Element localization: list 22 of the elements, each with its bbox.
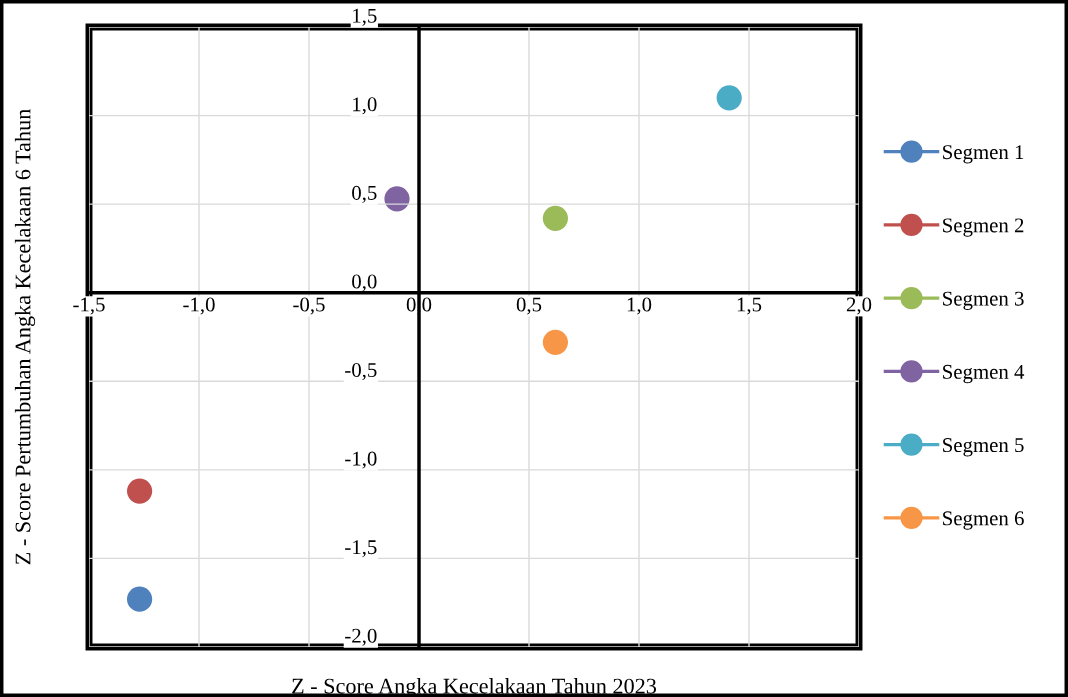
y-tick-label: -1,5 — [345, 540, 377, 558]
legend-label: Segmen 1 — [943, 145, 1024, 164]
legend-label: Segmen 3 — [943, 291, 1024, 310]
x-tick-label: 1,0 — [627, 297, 652, 315]
y-tick-label: -0,5 — [345, 362, 377, 381]
x-tick-label: 1,5 — [737, 297, 762, 315]
x-tick-label: -1,5 — [73, 297, 105, 315]
y-axis-title: Z - Score Pertumbuhan Angka Kecelakaan 6 Tahun — [14, 109, 36, 565]
legend-label: Segmen 4 — [943, 364, 1025, 384]
x-tick-label: 0,5 — [516, 297, 542, 315]
y-tick-label: 1,5 — [353, 8, 377, 26]
y-tick-label: 1,0 — [353, 97, 377, 115]
legend-label: Segmen 5 — [943, 438, 1024, 457]
legend-label: Segmen 6 — [943, 511, 1024, 530]
y-tick-label: 0,0 — [352, 274, 377, 292]
x-tick-label: 2,0 — [846, 297, 872, 315]
y-tick-label: 0,5 — [352, 185, 377, 203]
y-tick-label: -2,0 — [345, 628, 377, 646]
x-tick-label: -0,5 — [293, 297, 325, 315]
legend-label: Segmen 2 — [943, 218, 1024, 237]
y-tick-label: -1,0 — [345, 451, 377, 469]
x-tick-label: -1,0 — [183, 297, 215, 315]
